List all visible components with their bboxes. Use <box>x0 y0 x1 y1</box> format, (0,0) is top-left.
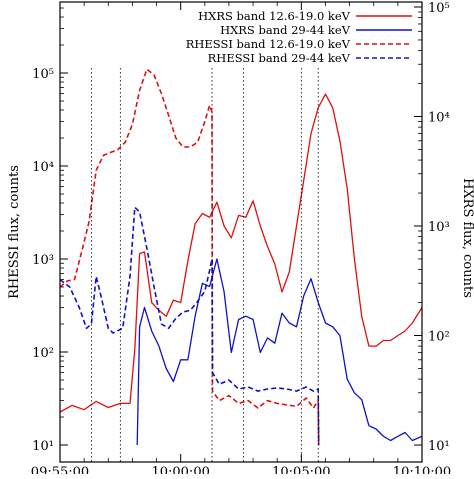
y-right-tick-label-4: 10⁴ <box>428 111 450 126</box>
legend-label-4: RHESSI band 29-44 keV <box>208 51 351 65</box>
y-left-tick-label-5: 10⁵ <box>32 67 54 82</box>
series-line-1 <box>59 93 423 413</box>
legend-label-3: RHESSI band 12.6-19.0 keV <box>186 37 351 51</box>
x-tick-label-1: 09:55:00 <box>31 465 89 474</box>
x-tick-label-4: 10:10:00 <box>393 465 451 474</box>
y-right-tick-label-3: 10³ <box>428 220 450 235</box>
series-line-4 <box>59 206 320 446</box>
x-tick-label-3: 10:05:00 <box>272 465 330 474</box>
y-left-tick-label-4: 10⁴ <box>32 160 54 175</box>
series-line-3 <box>59 68 320 446</box>
y-right-tick-label-1: 10¹ <box>428 439 450 454</box>
plot-frame <box>59 1 423 463</box>
x-tick-label-2: 10:00:00 <box>151 465 209 474</box>
y-left-tick-label-3: 10³ <box>32 253 54 268</box>
reference-lines <box>90 68 319 462</box>
y-right-tick-label-2: 10² <box>428 330 450 345</box>
y-axis-label-left: RHESSI flux, counts <box>7 165 22 299</box>
series-layer <box>59 68 423 446</box>
y-left-tick-label-1: 10¹ <box>32 439 54 454</box>
y-right-tick-label-5: 10⁵ <box>428 1 450 16</box>
legend-label-2: HXRS band 29-44 keV <box>220 23 351 37</box>
legend-label-1: HXRS band 12.6-19.0 keV <box>198 9 351 23</box>
series-line-2 <box>136 258 423 446</box>
axes: 09:55:00 10:00:00 10:05:00 10:10:00 10¹ 10² 10… <box>31 1 451 479</box>
y-left-tick-label-2: 10² <box>32 346 54 361</box>
y-axis-label-right: HXRS flux, counts <box>460 178 474 298</box>
